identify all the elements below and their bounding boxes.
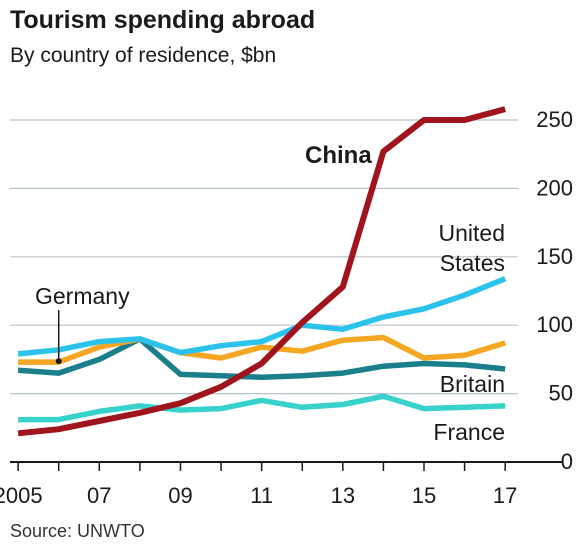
x-tick-label-2013: 13 <box>331 483 355 508</box>
series-label-states: States <box>440 250 505 276</box>
series-label-britain: Britain <box>440 371 505 397</box>
series-labels: China United States Germany Britain France <box>35 142 505 445</box>
y-tick-label-150: 150 <box>536 244 573 269</box>
series-label-china: China <box>305 142 372 169</box>
germany-pointer-dot <box>55 358 62 365</box>
y-tick-label-200: 200 <box>536 175 573 200</box>
chart-subtitle: By country of residence, $bn <box>10 44 276 67</box>
y-tick-label-100: 100 <box>536 312 573 337</box>
x-tick-label-2007: 07 <box>87 483 111 508</box>
y-tick-label-50: 50 <box>549 381 573 406</box>
x-tick-label-2011: 11 <box>250 483 273 508</box>
series-line-germany <box>18 334 506 365</box>
gridlines <box>10 119 518 395</box>
series-line-britain <box>17 336 506 380</box>
series-label-germany: Germany <box>35 283 130 309</box>
source-note: Source: UNWTO <box>10 521 145 541</box>
x-tick-label-2009: 09 <box>168 483 192 508</box>
x-tick-label-2005: 2005 <box>0 483 43 508</box>
x-tick-label-2015: 15 <box>412 483 436 508</box>
y-tick-label-0: 0 <box>561 449 573 474</box>
y-axis: 0 50 100 150 200 250 <box>536 107 573 474</box>
chart-title: Tourism spending abroad <box>10 6 315 34</box>
series-line-china <box>17 106 506 437</box>
series-label-united: United <box>439 220 505 246</box>
series-lines <box>17 106 507 437</box>
series-line-france <box>18 393 506 423</box>
x-tick-label-2017: 17 <box>493 483 517 508</box>
series-line-united-states <box>17 276 507 357</box>
x-axis: 2005 07 09 11 13 15 17 <box>0 461 562 508</box>
y-tick-label-250: 250 <box>536 107 573 132</box>
series-label-france: France <box>433 419 505 445</box>
